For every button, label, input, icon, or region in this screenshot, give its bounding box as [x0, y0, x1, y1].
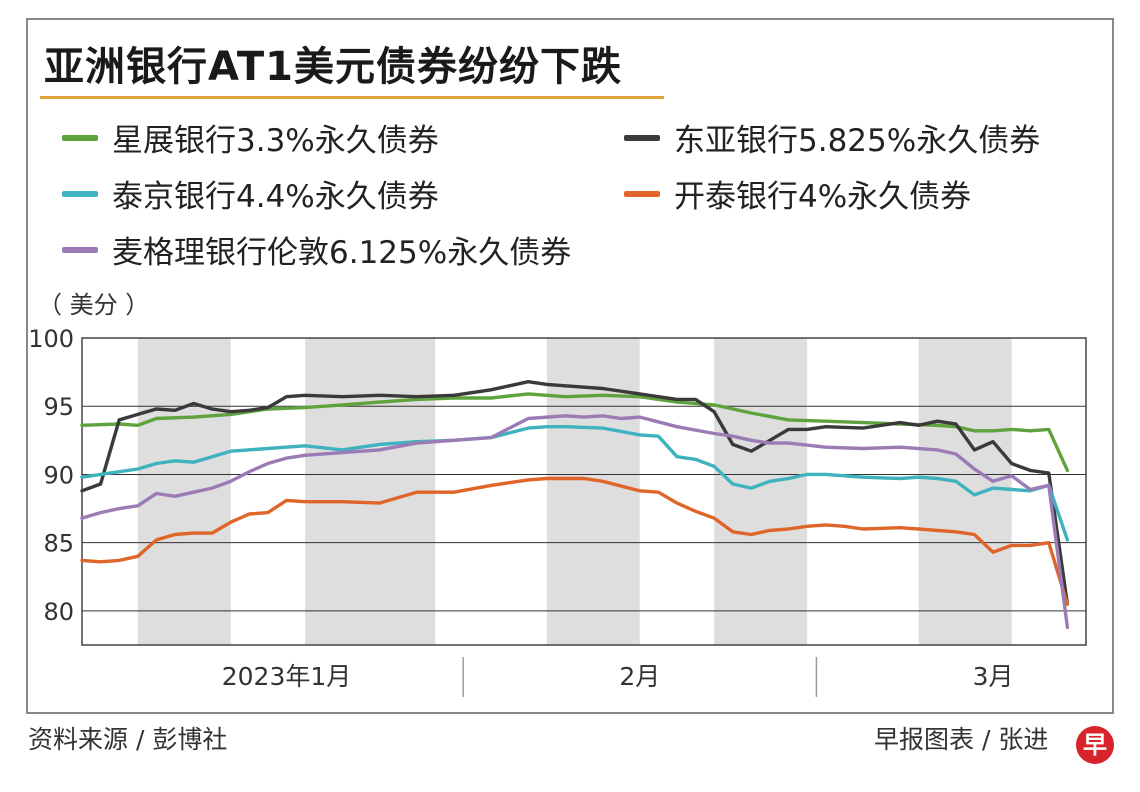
legend-swatch	[62, 134, 98, 141]
legend-swatch	[624, 134, 660, 141]
series-line-1	[80, 380, 1070, 606]
legend-label: 麦格理银行伦敦6.125%永久债券	[112, 235, 572, 271]
legend-swatch	[624, 190, 660, 197]
x-tick-label: 2023年1月	[222, 662, 352, 691]
series-line-2	[80, 425, 1070, 542]
title-underline	[40, 96, 664, 99]
credit-note: 早报图表 / 张进	[874, 725, 1049, 754]
legend-label: 泰京银行4.4%永久债券	[112, 179, 439, 215]
legend-item-bea: 东亚银行5.825%永久债券	[624, 115, 1040, 160]
y-tick-label: 95	[43, 393, 74, 421]
series-line-0	[80, 392, 1070, 473]
source-note: 资料来源 / 彭博社	[28, 725, 228, 754]
y-tick-label: 90	[43, 461, 74, 489]
zaobao-logo: 早	[1076, 726, 1114, 764]
series-line-4	[80, 414, 1070, 629]
unit-label: （ 美分 ）	[38, 291, 150, 319]
legend-label: 星展银行3.3%永久债券	[112, 123, 439, 159]
y-tick-label: 85	[43, 530, 74, 558]
legend-item-macquarie: 麦格理银行伦敦6.125%永久债券	[62, 227, 571, 272]
legend-item-bangkok-bank: 泰京银行4.4%永久债券	[62, 171, 439, 216]
shaded-band	[918, 338, 1012, 645]
legend-item-kasikorn: 开泰银行4%永久债券	[624, 171, 971, 216]
legend-label: 开泰银行4%永久债券	[674, 179, 972, 215]
x-tick-label: 2月	[619, 662, 660, 691]
legend-swatch	[62, 246, 98, 253]
legend-label: 东亚银行5.825%永久债券	[674, 123, 1041, 159]
y-tick-label: 100	[28, 325, 74, 353]
shaded-band	[137, 338, 231, 645]
x-tick-label: 3月	[973, 662, 1014, 691]
y-tick-label: 80	[43, 598, 74, 626]
legend-item-dbs: 星展银行3.3%永久债券	[62, 115, 439, 160]
shaded-band	[714, 338, 808, 645]
chart-title: 亚洲银行AT1美元债券纷纷下跌	[44, 44, 622, 90]
series-line-3	[80, 476, 1070, 606]
legend-swatch	[62, 190, 98, 197]
